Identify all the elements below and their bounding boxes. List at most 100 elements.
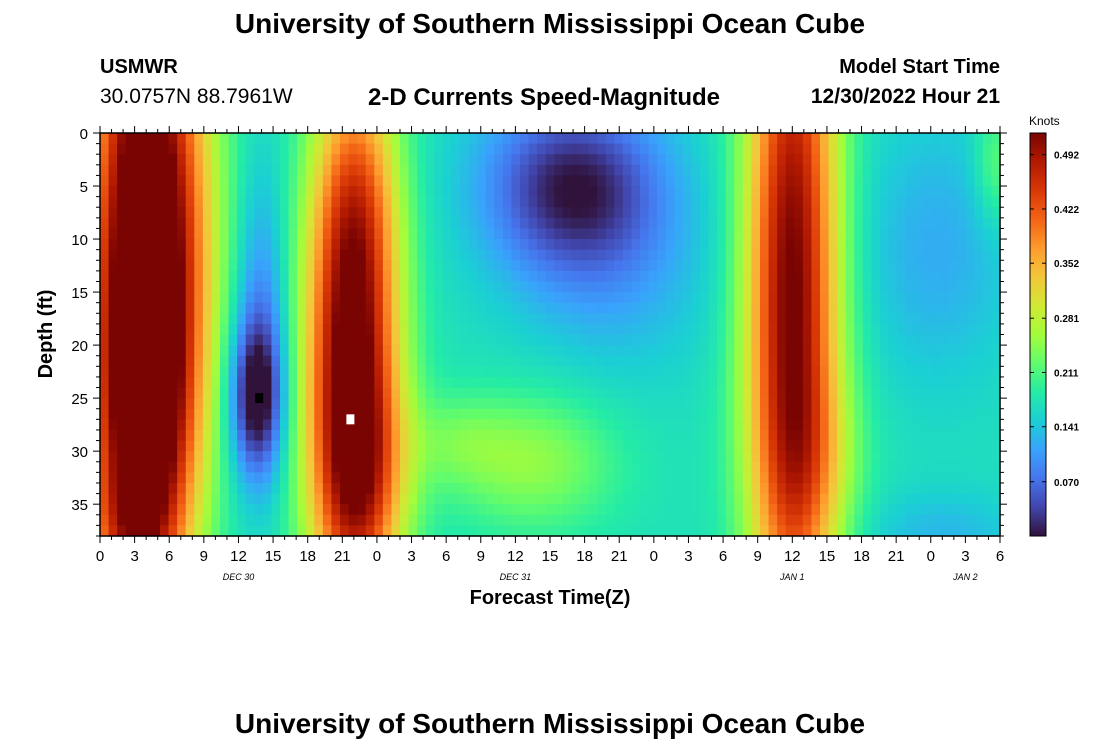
heatmap-cell <box>425 133 435 145</box>
heatmap-cell <box>562 355 573 367</box>
heatmap-cell <box>331 472 341 484</box>
heatmap-cell <box>717 143 727 155</box>
heatmap-cell <box>982 472 993 484</box>
heatmap-cell <box>871 525 881 537</box>
heatmap-cell <box>862 207 873 219</box>
heatmap-cell <box>562 408 573 420</box>
heatmap-cell <box>700 429 710 442</box>
heatmap-cell <box>528 143 538 155</box>
heatmap-cell <box>631 133 641 145</box>
heatmap-cell <box>700 408 710 420</box>
heatmap-cell <box>880 154 890 166</box>
heatmap-cell <box>854 429 864 442</box>
heatmap-cell <box>237 429 247 442</box>
heatmap-cell <box>957 408 967 420</box>
heatmap-cell <box>357 493 367 505</box>
heatmap-cell <box>837 292 847 304</box>
heatmap-cell <box>931 387 941 399</box>
heatmap-cell <box>682 334 693 346</box>
heatmap-cell <box>340 334 350 346</box>
heatmap-cell <box>948 408 958 420</box>
heatmap-cell <box>828 429 838 442</box>
heatmap-cell <box>168 154 178 166</box>
heatmap-cell <box>477 493 487 505</box>
heatmap-cell <box>622 514 633 526</box>
heatmap-cell <box>168 270 178 283</box>
heatmap-cell <box>622 482 633 495</box>
heatmap-cell <box>905 270 915 283</box>
heatmap-cell <box>220 207 230 219</box>
heatmap-cell <box>777 387 787 399</box>
heatmap-cell <box>845 164 855 177</box>
heatmap-cell <box>151 164 161 177</box>
heatmap-cell <box>708 164 718 177</box>
heatmap-cell <box>742 345 753 357</box>
heatmap-cell <box>100 514 110 526</box>
heatmap-cell <box>117 440 127 452</box>
heatmap-cell <box>211 451 221 463</box>
heatmap-cell <box>982 461 993 473</box>
heatmap-cell <box>571 186 581 198</box>
heatmap-cell <box>914 493 924 505</box>
heatmap-cell <box>811 504 821 516</box>
heatmap-cell <box>622 419 633 431</box>
heatmap-cell <box>605 451 615 463</box>
heatmap-cell <box>528 514 538 526</box>
heatmap-cell <box>340 292 350 304</box>
heatmap-cell <box>691 408 701 420</box>
heatmap-cell <box>451 525 461 537</box>
heatmap-cell <box>271 334 281 346</box>
heatmap-cell <box>871 154 881 166</box>
heatmap-cell <box>691 525 701 537</box>
heatmap-cell <box>905 472 915 484</box>
heatmap-cell <box>708 461 718 473</box>
heatmap-cell <box>957 249 967 261</box>
heatmap-cell <box>185 440 195 452</box>
heatmap-cell <box>331 514 341 526</box>
heatmap-cell <box>725 493 735 505</box>
heatmap-cell <box>888 196 898 208</box>
heatmap-cell <box>991 419 1001 431</box>
heatmap-cell <box>117 302 127 314</box>
heatmap-cell <box>528 376 538 389</box>
heatmap-cell <box>691 376 701 389</box>
heatmap-cell <box>597 228 607 240</box>
heatmap-cell <box>528 239 538 251</box>
heatmap-cell <box>871 239 881 251</box>
heatmap-cell <box>597 355 607 367</box>
heatmap-cell <box>794 451 804 463</box>
heatmap-cell <box>871 281 881 293</box>
heatmap-cell <box>811 249 821 261</box>
heatmap-cell <box>100 525 110 537</box>
heatmap-cell <box>914 429 924 442</box>
heatmap-cell <box>554 133 564 145</box>
heatmap-cell <box>400 387 410 399</box>
heatmap-cell <box>682 525 693 537</box>
heatmap-cell <box>811 514 821 526</box>
heatmap-cell <box>520 313 530 325</box>
heatmap-cell <box>451 302 461 314</box>
heatmap-cell <box>494 334 504 346</box>
heatmap-cell <box>837 260 847 272</box>
heatmap-cell <box>228 355 238 367</box>
heatmap-cell <box>905 461 915 473</box>
heatmap-cell <box>348 154 358 166</box>
heatmap-cell <box>991 482 1001 495</box>
heatmap-cell <box>948 217 958 230</box>
heatmap-cell <box>348 281 358 293</box>
heatmap-cell <box>802 270 813 283</box>
heatmap-cell <box>528 302 538 314</box>
heatmap-cell <box>297 472 307 484</box>
heatmap-cell <box>640 355 650 367</box>
heatmap-cell <box>168 239 178 251</box>
heatmap-cell <box>442 472 453 484</box>
heatmap-cell <box>271 186 281 198</box>
heatmap-cell <box>811 228 821 240</box>
heatmap-cell <box>802 302 813 314</box>
heatmap-cell <box>631 429 641 442</box>
heatmap-cell <box>965 398 975 410</box>
heatmap-cell <box>151 451 161 463</box>
heatmap-cell <box>905 376 915 389</box>
heatmap-cell <box>494 313 504 325</box>
heatmap-cell <box>408 482 418 495</box>
